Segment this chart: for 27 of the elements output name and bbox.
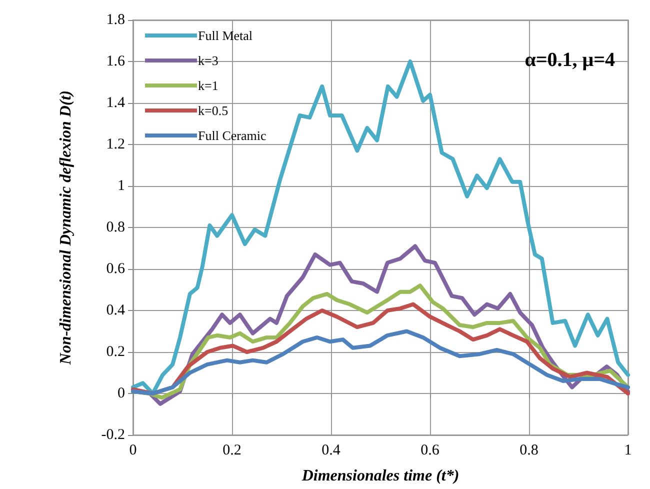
y-tick-label: 1.6 xyxy=(106,54,126,70)
legend-label: Full Ceramic xyxy=(198,128,266,143)
y-tick-label: 1.4 xyxy=(106,95,126,111)
y-tick-label: -0.2 xyxy=(101,427,125,443)
y-tick-label: 0.4 xyxy=(106,302,126,318)
legend-label: k=3 xyxy=(198,53,218,68)
y-tick-label: 1 xyxy=(118,178,125,194)
x-tick-label: 1 xyxy=(624,442,632,458)
y-tick-label: 0.8 xyxy=(106,220,125,236)
legend-label: k=1 xyxy=(198,78,218,93)
x-axis-title: Dimensionales time (t*) xyxy=(300,468,460,484)
y-axis-title: Non-dimensional Dynamic deflexion D(t) xyxy=(58,90,74,366)
x-tick-label: 0 xyxy=(129,442,137,458)
x-tick-label: 0.4 xyxy=(322,442,341,458)
y-tick-label: 1.2 xyxy=(106,136,125,152)
legend-label: Full Metal xyxy=(198,28,253,43)
annotation: α=0.1, μ=4 xyxy=(524,49,616,71)
y-tick-label: 0.6 xyxy=(106,261,126,277)
x-tick-label: 0.6 xyxy=(420,442,440,458)
y-tick-label: 1.8 xyxy=(106,12,125,28)
y-tick-label: 0.2 xyxy=(106,344,125,360)
x-tick-label: 0.2 xyxy=(222,442,242,458)
line-series xyxy=(131,302,630,396)
x-tick-label: 0.8 xyxy=(520,442,538,458)
legend-label: k=0.5 xyxy=(198,103,228,118)
y-tick-label: 0 xyxy=(118,386,125,402)
line-series xyxy=(131,329,630,396)
